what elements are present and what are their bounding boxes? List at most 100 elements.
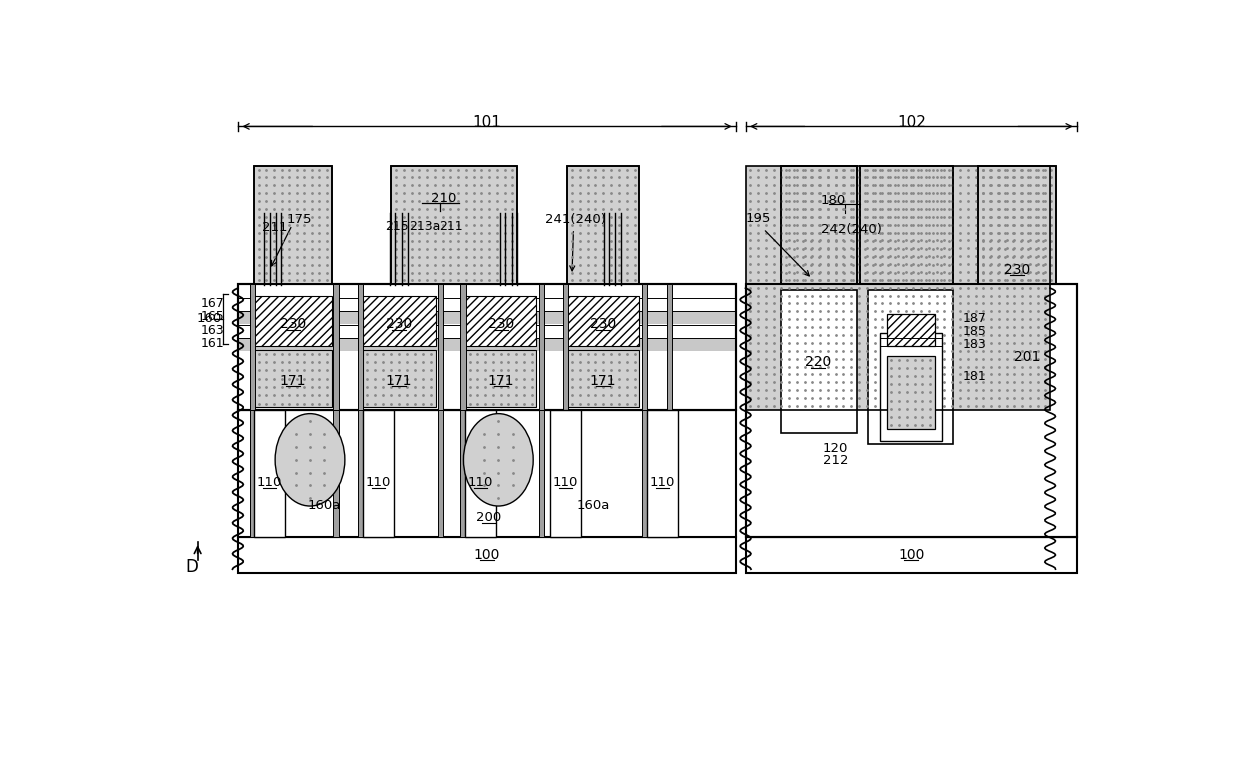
Bar: [363, 410, 394, 537]
Bar: [567, 165, 640, 285]
Text: 100: 100: [898, 547, 925, 561]
Bar: [438, 285, 444, 410]
Text: 163: 163: [201, 325, 224, 337]
Text: 211: 211: [263, 221, 288, 234]
Bar: [861, 165, 954, 285]
Text: 110: 110: [650, 477, 676, 489]
Bar: [978, 165, 1055, 285]
Text: 160a: 160a: [308, 499, 341, 512]
Text: 102: 102: [897, 115, 926, 130]
Bar: [745, 165, 1050, 410]
Bar: [667, 410, 672, 537]
Text: 160: 160: [197, 312, 222, 325]
Text: 185: 185: [962, 325, 987, 338]
Bar: [642, 410, 647, 537]
Bar: [551, 410, 582, 537]
Bar: [745, 165, 1050, 410]
Bar: [538, 285, 544, 410]
Text: 200: 200: [476, 511, 501, 524]
Bar: [392, 165, 517, 285]
Bar: [334, 410, 339, 537]
Bar: [238, 311, 737, 325]
Text: 230: 230: [386, 318, 412, 332]
Bar: [238, 338, 737, 351]
Text: 213a: 213a: [409, 220, 440, 233]
Text: 183: 183: [962, 338, 986, 350]
Text: 210: 210: [430, 191, 456, 205]
Text: 160a: 160a: [577, 499, 610, 512]
Text: 242(240): 242(240): [821, 223, 882, 236]
Bar: [538, 410, 544, 537]
Bar: [334, 285, 339, 410]
Bar: [363, 350, 435, 408]
Text: 230: 230: [487, 318, 513, 332]
Text: 195: 195: [745, 212, 770, 225]
Bar: [887, 314, 935, 346]
Text: 110: 110: [553, 477, 578, 489]
Bar: [254, 296, 332, 346]
Text: 110: 110: [467, 477, 494, 489]
Text: D: D: [185, 558, 198, 576]
Bar: [238, 285, 737, 410]
Bar: [358, 285, 363, 410]
Text: 110: 110: [366, 477, 391, 489]
Bar: [465, 296, 536, 346]
Bar: [781, 290, 857, 433]
Text: 120: 120: [823, 441, 848, 455]
Bar: [745, 285, 1078, 537]
Bar: [887, 356, 935, 429]
Text: 167: 167: [201, 297, 224, 310]
Text: 171: 171: [280, 373, 306, 387]
Text: 212: 212: [822, 454, 848, 467]
Bar: [567, 296, 640, 346]
Bar: [254, 410, 285, 537]
Bar: [465, 350, 536, 408]
Bar: [238, 537, 737, 573]
Bar: [254, 165, 332, 285]
Bar: [465, 410, 496, 537]
Bar: [363, 296, 435, 346]
Bar: [861, 165, 954, 285]
Text: 181: 181: [962, 370, 986, 383]
Text: 211: 211: [439, 220, 463, 233]
Text: 201: 201: [1013, 350, 1040, 365]
Bar: [238, 285, 737, 410]
Text: 171: 171: [386, 373, 413, 387]
Text: 175: 175: [286, 213, 312, 226]
Text: 230: 230: [1003, 263, 1030, 277]
Text: 241(240): 241(240): [546, 213, 606, 226]
Text: 215: 215: [384, 220, 409, 233]
Text: 161: 161: [201, 337, 224, 350]
Text: 180: 180: [821, 194, 846, 207]
Text: 100: 100: [474, 547, 500, 561]
Bar: [392, 165, 517, 285]
Bar: [978, 165, 1055, 285]
Bar: [567, 165, 640, 285]
Text: 187: 187: [962, 312, 987, 325]
Text: 171: 171: [487, 373, 513, 387]
Bar: [781, 165, 857, 285]
Text: 230: 230: [590, 318, 616, 332]
Bar: [460, 285, 466, 410]
Bar: [249, 410, 255, 537]
Bar: [563, 410, 568, 537]
Bar: [254, 350, 332, 408]
Text: 110: 110: [257, 477, 283, 489]
Text: 165: 165: [201, 310, 224, 324]
Bar: [567, 350, 640, 408]
Bar: [745, 285, 1078, 537]
Bar: [642, 285, 647, 410]
Text: 171: 171: [590, 373, 616, 387]
Text: 101: 101: [472, 115, 501, 130]
Bar: [460, 410, 466, 537]
Bar: [438, 410, 444, 537]
Bar: [868, 290, 954, 445]
Bar: [254, 165, 332, 285]
Bar: [249, 285, 255, 410]
Ellipse shape: [275, 414, 345, 506]
Bar: [563, 285, 568, 410]
Bar: [238, 410, 737, 537]
Bar: [358, 410, 363, 537]
Text: 230: 230: [280, 318, 306, 332]
Bar: [667, 285, 672, 410]
